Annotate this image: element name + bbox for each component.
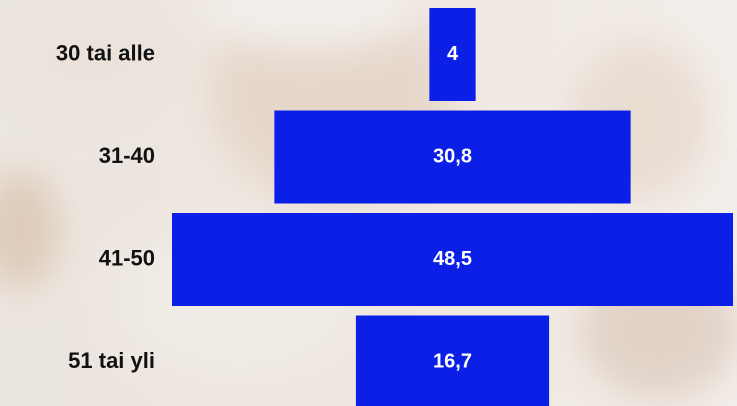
y-tick-label: 51 tai yli xyxy=(68,348,155,373)
funnel-bar xyxy=(355,315,550,406)
y-tick-label: 30 tai alle xyxy=(56,40,155,65)
value-label: 48,5 xyxy=(433,248,472,270)
y-tick-label: 31-40 xyxy=(99,143,155,168)
value-label: 30,8 xyxy=(433,145,472,167)
funnel-bar xyxy=(429,8,476,101)
y-tick-label: 41-50 xyxy=(99,245,155,270)
value-label: 16,7 xyxy=(433,350,472,372)
value-label: 4 xyxy=(447,43,459,65)
funnel-bar xyxy=(274,110,631,204)
funnel-bar xyxy=(172,213,733,306)
